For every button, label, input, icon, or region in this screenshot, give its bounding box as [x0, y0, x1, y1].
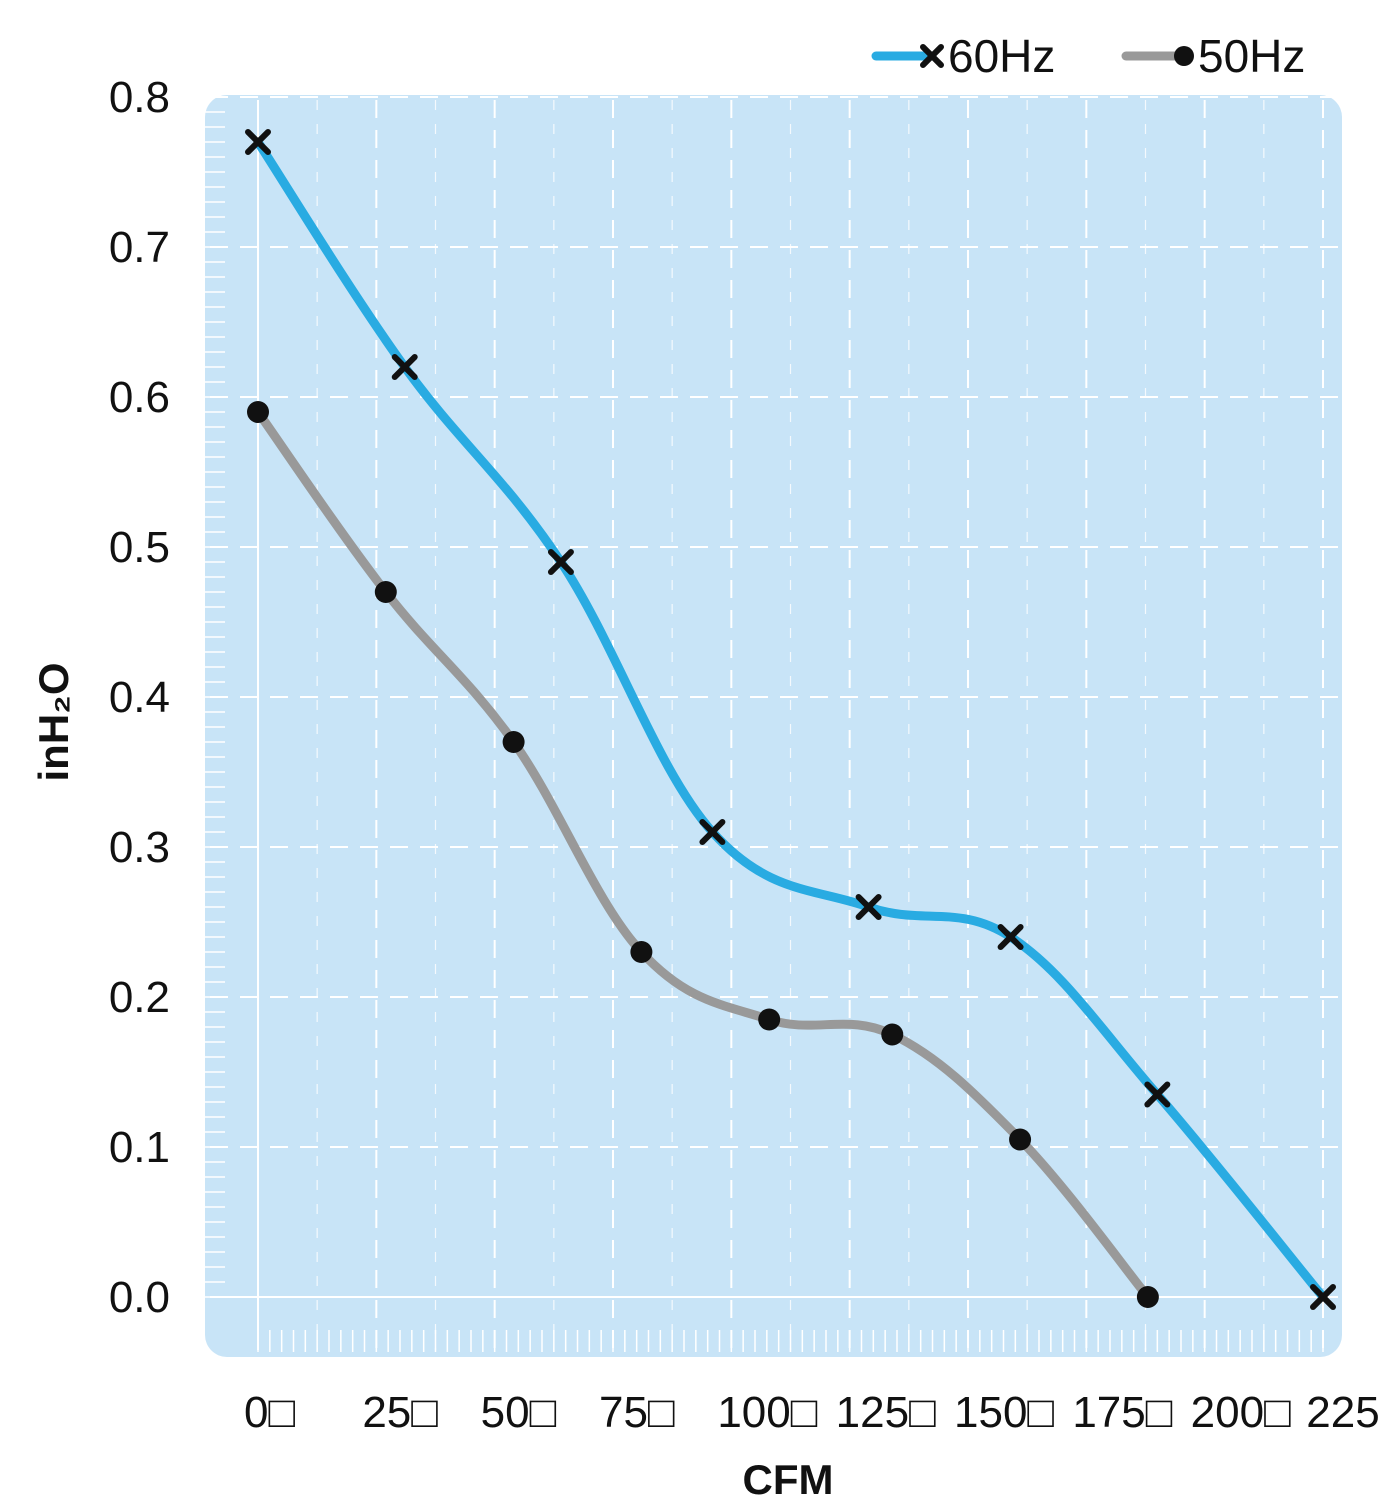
data-point-60hz — [547, 549, 574, 575]
y-tick-label: 0.5 — [109, 523, 170, 572]
x-tick-label: 125□ — [836, 1388, 936, 1437]
data-point-50hz — [374, 581, 397, 603]
legend-label-60hz: 60Hz — [948, 30, 1055, 82]
data-point-60hz — [245, 129, 271, 155]
x-tick-label: 75□ — [599, 1388, 675, 1437]
legend-item-50hz: 50Hz — [1121, 30, 1305, 82]
y-tick-label: 0.3 — [109, 823, 170, 872]
x-tick-label: 0□ — [244, 1388, 295, 1437]
marker-stroke — [547, 549, 574, 575]
x-tick-label: 225 — [1306, 1388, 1379, 1437]
data-point-50hz — [1009, 1128, 1032, 1151]
data-point-50hz — [881, 1023, 904, 1046]
x-tick-label: 200□ — [1191, 1388, 1291, 1437]
legend-marker-60hz — [920, 44, 944, 68]
series-line-50hz — [253, 407, 1153, 1302]
x-tick-label: 175□ — [1072, 1388, 1172, 1437]
marker-stroke — [699, 819, 726, 845]
marker-stroke — [245, 129, 271, 155]
x-tick-label: 50□ — [481, 1388, 557, 1437]
data-point-60hz — [1310, 1284, 1336, 1310]
data-point-50hz — [247, 401, 269, 423]
data-point-50hz — [758, 1008, 781, 1031]
marker-stroke — [1144, 1081, 1171, 1108]
data-point-50hz — [630, 941, 653, 963]
x-tick-label: 150□ — [954, 1388, 1054, 1437]
legend: 60Hz 50Hz — [871, 30, 1305, 82]
y-tick-label: 0.1 — [109, 1123, 170, 1172]
legend-marker-50hz — [1174, 46, 1194, 66]
x-axis-title: CFM — [743, 1456, 834, 1502]
series-layer — [245, 129, 1336, 1310]
marker-stroke — [997, 924, 1024, 950]
data-point-50hz — [502, 731, 525, 753]
plot-background — [205, 95, 1342, 1357]
x-axis-ticks: 0□ 25□ 50□ 75□ 100□ 125□ 150□ 175□ 200□ 225 — [244, 1388, 1380, 1437]
legend-item-60hz: 60Hz — [871, 30, 1055, 82]
legend-label-50hz: 50Hz — [1198, 30, 1305, 82]
marker-stroke — [1310, 1284, 1336, 1310]
marker-stroke — [855, 894, 882, 920]
y-axis-ticks: 0.0 0.1 0.2 0.3 0.4 0.5 0.6 0.7 0.8 — [109, 73, 170, 1322]
x-tick-label: 100□ — [717, 1388, 817, 1437]
x-tick-label: 25□ — [362, 1388, 438, 1437]
y-tick-label: 0.7 — [109, 223, 170, 272]
y-axis-title: inH₂O — [30, 663, 77, 782]
y-tick-label: 0.4 — [109, 673, 170, 722]
y-tick-label: 0.6 — [109, 373, 170, 422]
data-point-60hz — [699, 819, 726, 845]
data-point-60hz — [1144, 1081, 1171, 1108]
data-point-50hz — [1136, 1286, 1159, 1308]
grid-lines — [205, 96, 1338, 1352]
data-point-60hz — [997, 924, 1024, 950]
y-tick-label: 0.8 — [109, 73, 170, 122]
y-tick-label: 0.2 — [109, 973, 170, 1022]
marker-stroke — [391, 354, 418, 380]
data-point-60hz — [391, 354, 418, 380]
y-tick-label: 0.0 — [109, 1273, 170, 1322]
data-point-60hz — [855, 894, 882, 920]
